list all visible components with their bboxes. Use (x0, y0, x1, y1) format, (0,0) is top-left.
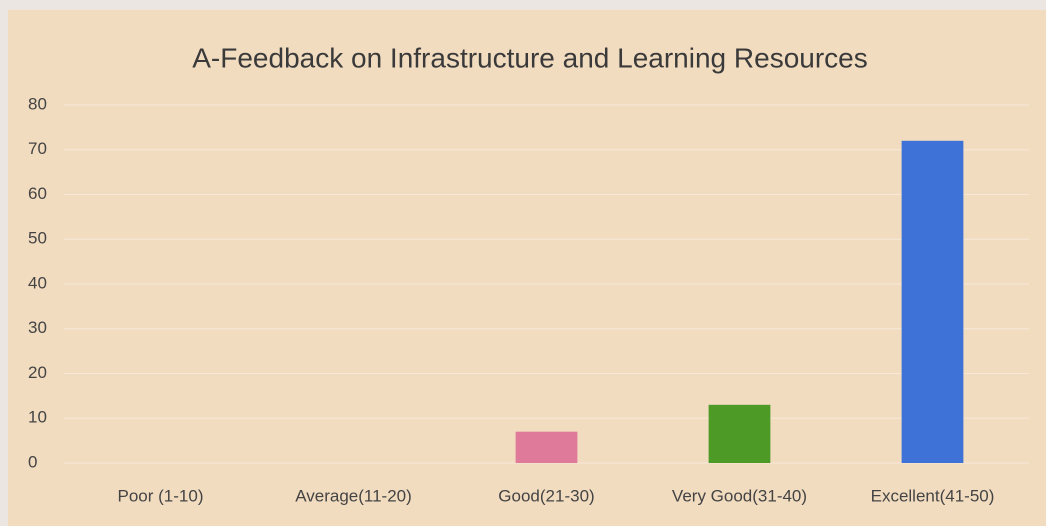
y-tick-label: 70 (28, 139, 47, 158)
bar (901, 140, 964, 464)
x-tick-label: Excellent(41-50) (871, 486, 995, 505)
x-tick-label: Very Good(31-40) (672, 486, 807, 505)
x-tick-label: Good(21-30) (498, 486, 594, 505)
y-tick-label: 50 (28, 229, 47, 248)
y-tick-label: 40 (28, 273, 47, 292)
y-tick-label: 10 (28, 408, 47, 427)
bar (708, 404, 771, 463)
x-tick-label: Poor (1-10) (118, 486, 204, 505)
y-tick-label: 80 (28, 94, 47, 113)
y-tick-label: 30 (28, 318, 47, 337)
y-tick-label: 0 (28, 452, 37, 471)
x-tick-label: Average(11-20) (295, 486, 412, 505)
bar (515, 431, 578, 463)
y-tick-label: 60 (28, 184, 47, 203)
y-tick-label: 20 (28, 363, 47, 382)
chart-title: A-Feedback on Infrastructure and Learnin… (192, 42, 868, 73)
